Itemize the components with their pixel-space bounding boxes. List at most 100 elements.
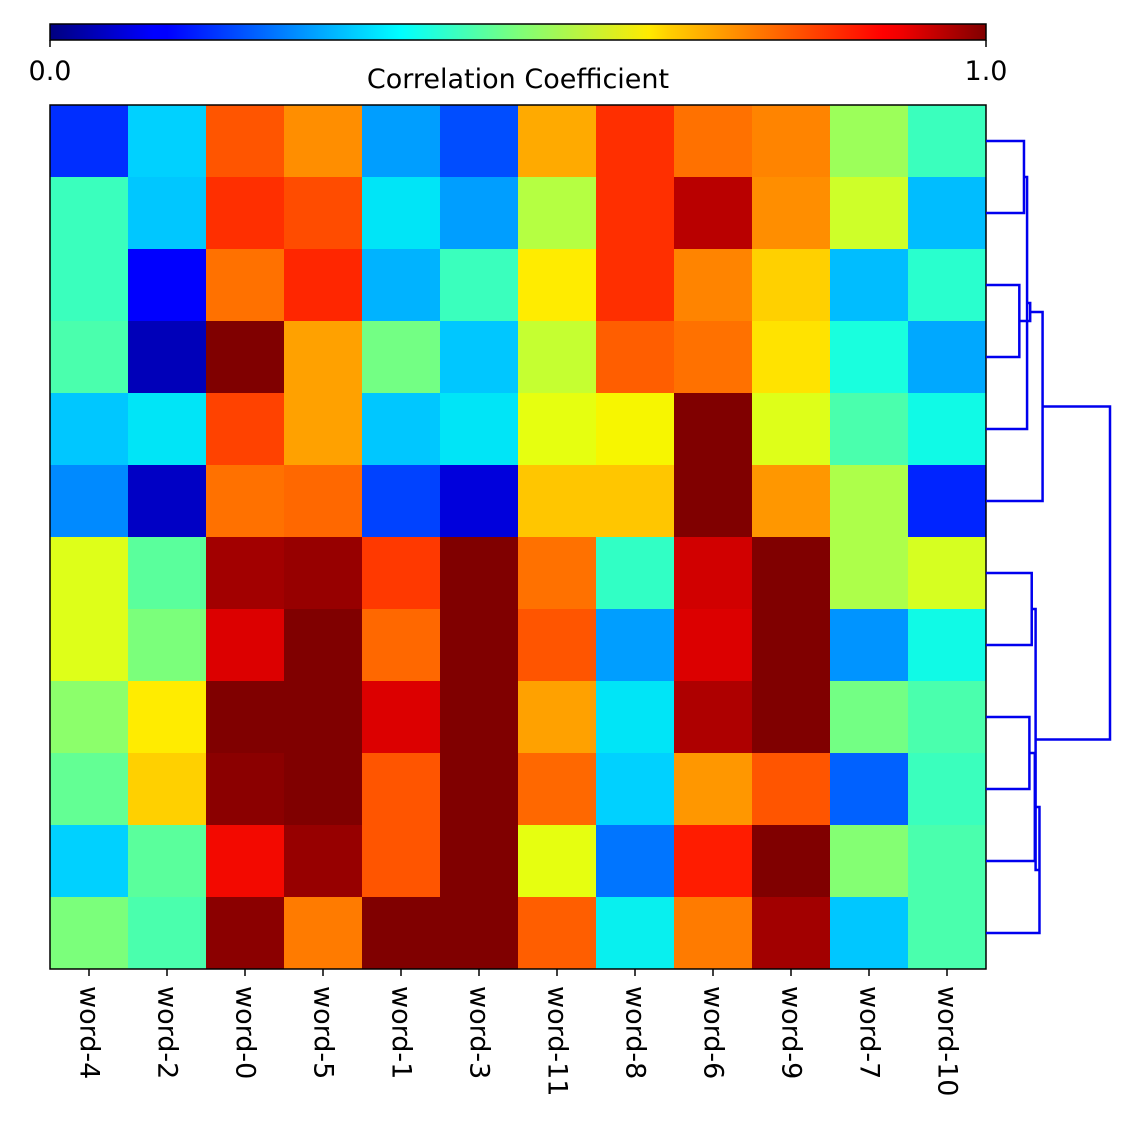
heatmap-cell (908, 753, 987, 826)
heatmap-cell (752, 321, 831, 394)
heatmap-cell (50, 537, 129, 610)
heatmap-cell (908, 105, 987, 178)
x-tick-label: word-5 (308, 986, 339, 1079)
heatmap-cell (830, 249, 909, 322)
heatmap-cell (518, 177, 597, 250)
heatmap-cell (908, 825, 987, 898)
heatmap-cell (284, 537, 363, 610)
heatmap-cell (674, 249, 753, 322)
heatmap-cell (128, 393, 207, 466)
dendrogram-link (1035, 405, 1112, 741)
heatmap-cell (830, 681, 909, 754)
heatmap-cell (362, 825, 441, 898)
heatmap-cell (362, 609, 441, 682)
heatmap-cell (440, 321, 519, 394)
heatmap-cell (128, 609, 207, 682)
heatmap-cell (206, 681, 285, 754)
heatmap-cell (830, 321, 909, 394)
heatmap-cell (596, 681, 675, 754)
heatmap-cell (128, 825, 207, 898)
heatmap-cell (284, 249, 363, 322)
heatmap-cell (908, 249, 987, 322)
heatmap-cell (362, 897, 441, 970)
heatmap-cell (518, 609, 597, 682)
heatmap-cell (596, 177, 675, 250)
heatmap-cell (50, 753, 129, 826)
heatmap-cell (128, 537, 207, 610)
heatmap-cell (908, 681, 987, 754)
heatmap-cell (752, 105, 831, 178)
x-tick-label: word-2 (152, 986, 183, 1079)
heatmap-cell (362, 537, 441, 610)
heatmap-cell (284, 609, 363, 682)
x-tick-label: word-3 (464, 986, 495, 1079)
heatmap-cell (440, 681, 519, 754)
heatmap-cell (674, 897, 753, 970)
colorbar-gradient (49, 23, 987, 41)
heatmap-cell (908, 393, 987, 466)
colorbar: 0.0 1.0 Correlation Coefficient (29, 23, 1007, 95)
heatmap-cell (596, 465, 675, 538)
heatmap-cell (752, 681, 831, 754)
dendrogram-link (986, 715, 1031, 791)
heatmap-cell (440, 537, 519, 610)
dendrogram-link (986, 139, 1026, 215)
heatmap-cell (596, 249, 675, 322)
heatmap-cell (752, 393, 831, 466)
heatmap-cell (206, 465, 285, 538)
heatmap-cell (50, 177, 129, 250)
heatmap-cell (830, 105, 909, 178)
heatmap-cell (752, 249, 831, 322)
heatmap-cell (440, 609, 519, 682)
heatmap-cell (440, 249, 519, 322)
heatmap-cell (596, 321, 675, 394)
heatmap-cell (674, 177, 753, 250)
heatmap-cell (50, 897, 129, 970)
dendrogram-link (986, 310, 1044, 503)
heatmap-cell (50, 681, 129, 754)
heatmap-cell (206, 825, 285, 898)
x-tick-label: word-7 (854, 986, 885, 1079)
x-axis-ticks (88, 969, 948, 976)
x-tick-label: word-4 (74, 986, 105, 1079)
heatmap-cell (674, 105, 753, 178)
heatmap-cell (362, 753, 441, 826)
x-tick-label: word-8 (620, 986, 651, 1079)
dendrogram-link (986, 283, 1021, 359)
heatmap-cell (362, 393, 441, 466)
heatmap-cell (50, 465, 129, 538)
heatmap-cell (128, 753, 207, 826)
heatmap-cell (596, 537, 675, 610)
heatmap-cell (284, 393, 363, 466)
x-tick-label: word-9 (776, 986, 807, 1079)
heatmap-cell (362, 177, 441, 250)
heatmap-cell (284, 681, 363, 754)
dendrogram-link (986, 571, 1033, 647)
heatmap-cell (830, 465, 909, 538)
heatmap-cell (908, 321, 987, 394)
heatmap-cell (752, 825, 831, 898)
heatmap-cell (518, 393, 597, 466)
heatmap-cell (50, 393, 129, 466)
heatmap-cell (440, 177, 519, 250)
heatmap-cell (518, 681, 597, 754)
heatmap-cell (596, 393, 675, 466)
heatmap-cell (908, 177, 987, 250)
heatmap-cell (128, 681, 207, 754)
x-tick-label: word-6 (698, 986, 729, 1079)
heatmap-cell (908, 537, 987, 610)
heatmap-cell (752, 609, 831, 682)
heatmap-cell (284, 825, 363, 898)
heatmap-cell (596, 825, 675, 898)
heatmap-cell (362, 681, 441, 754)
heatmap-cell (362, 249, 441, 322)
heatmap-cell (830, 753, 909, 826)
heatmap-cell (362, 105, 441, 178)
heatmap-cell (128, 321, 207, 394)
dendrogram-link (986, 805, 1041, 935)
heatmap-cell (440, 753, 519, 826)
heatmap-cell (284, 465, 363, 538)
heatmap-cell (908, 465, 987, 538)
heatmap-cell (206, 537, 285, 610)
heatmap-cell (830, 897, 909, 970)
